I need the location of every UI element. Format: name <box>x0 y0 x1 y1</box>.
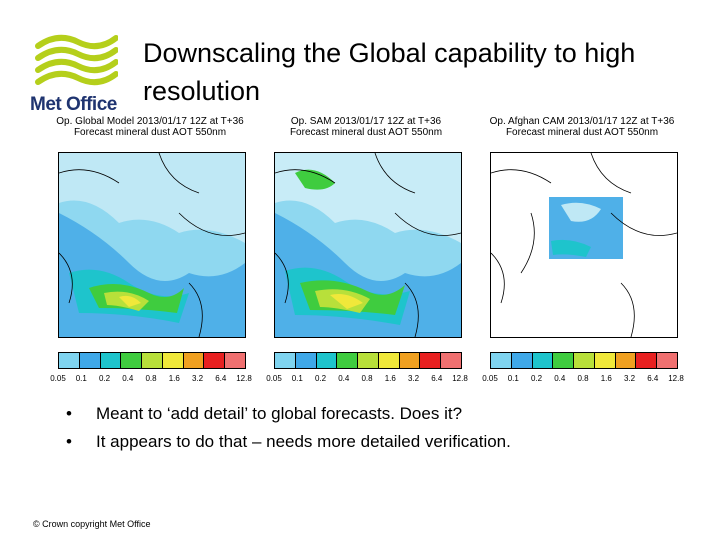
colorbar-swatch <box>337 353 359 368</box>
panel-title-line1: Op. SAM 2013/01/17 12Z at T+36 <box>290 116 442 127</box>
colorbar-swatch <box>100 353 122 368</box>
panel-title-line2: Forecast mineral dust AOT 550nm <box>73 127 227 138</box>
colorbar-swatch <box>636 353 658 368</box>
colorbar-swatch <box>162 353 184 368</box>
colorbar-swatch <box>657 353 678 368</box>
colorbar-label: 0.8 <box>577 374 589 383</box>
colorbar-label: 3.2 <box>623 374 636 383</box>
colorbar-label: 0.1 <box>507 374 519 383</box>
colorbar-label: 0.05 <box>50 374 66 383</box>
panel-title-line2: Forecast mineral dust AOT 550nm <box>289 127 443 138</box>
colorbar-label: 0.2 <box>314 374 327 383</box>
colorbar-swatch <box>615 353 637 368</box>
colorbar-swatch <box>378 353 400 368</box>
colorbar-swatch <box>532 353 554 368</box>
colorbar-label: 6.4 <box>431 374 443 383</box>
colorbar-label: 1.6 <box>600 374 612 383</box>
slide-title: Downscaling the Global capability to hig… <box>143 38 636 106</box>
bullet-item: • Meant to ‘add detail’ to global foreca… <box>66 400 706 428</box>
colorbar-swatch <box>358 353 379 368</box>
bullet-dot: • <box>66 432 72 451</box>
panel-title: Op. Afghan CAM 2013/01/17 12Z at T+36 Fo… <box>476 116 688 140</box>
colorbar-swatch <box>142 353 163 368</box>
bullet-dot: • <box>66 404 72 423</box>
colorbar-swatch <box>225 353 246 368</box>
dust-map-sam <box>274 152 462 338</box>
panel-title-line1: Op. Global Model 2013/01/17 12Z at T+36 <box>56 116 244 127</box>
colorbar-label: 0.4 <box>554 374 566 383</box>
colorbar-label: 0.05 <box>266 374 282 383</box>
panel-title: Op. Global Model 2013/01/17 12Z at T+36 … <box>44 116 256 140</box>
colorbar-swatch <box>295 353 317 368</box>
colorbar-1 <box>58 352 246 369</box>
colorbar-label: 12.8 <box>452 374 468 383</box>
colorbar-swatch <box>491 353 512 368</box>
bullet-text: It appears to do that – needs more detai… <box>96 432 511 451</box>
panel-afghan-cam: Op. Afghan CAM 2013/01/17 12Z at T+36 Fo… <box>476 116 688 140</box>
dust-map-afghan <box>490 152 678 338</box>
colorbar-label: 12.8 <box>236 374 252 383</box>
bullet-item: • It appears to do that – needs more det… <box>66 428 706 456</box>
panel-title: Op. SAM 2013/01/17 12Z at T+36 Forecast … <box>260 116 472 140</box>
colorbar-swatch <box>441 353 462 368</box>
colorbar-3 <box>490 352 678 369</box>
panel-sam: Op. SAM 2013/01/17 12Z at T+36 Forecast … <box>260 116 472 140</box>
colorbar-swatch <box>553 353 575 368</box>
colorbar-label: 0.8 <box>145 374 157 383</box>
colorbar-swatch <box>121 353 143 368</box>
colorbar-label: 0.1 <box>75 374 87 383</box>
colorbar-label: 3.2 <box>191 374 204 383</box>
met-office-logo: Met Office <box>30 30 122 116</box>
footer-copyright: © Crown copyright Met Office <box>33 519 151 529</box>
colorbar-labels-2: 0.05 0.1 0.2 0.4 0.8 1.6 3.2 6.4 12.8 <box>266 374 468 386</box>
colorbar-label: 0.1 <box>291 374 303 383</box>
colorbar-label: 12.8 <box>668 374 684 383</box>
colorbar-label: 6.4 <box>647 374 659 383</box>
colorbar-label: 0.4 <box>122 374 134 383</box>
panel-title-line2: Forecast mineral dust AOT 550nm <box>505 127 659 138</box>
colorbar-swatch <box>420 353 442 368</box>
colorbar-swatch <box>399 353 421 368</box>
logo-text: Met Office <box>30 94 117 115</box>
colorbar-label: 0.8 <box>361 374 373 383</box>
colorbar-label: 6.4 <box>215 374 227 383</box>
colorbar-swatch <box>204 353 226 368</box>
colorbar-2 <box>274 352 462 369</box>
colorbar-label: 1.6 <box>384 374 396 383</box>
colorbar-labels-1: 0.05 0.1 0.2 0.4 0.8 1.6 3.2 6.4 12.8 <box>50 374 252 386</box>
colorbar-label: 0.4 <box>338 374 350 383</box>
colorbar-label: 3.2 <box>407 374 420 383</box>
panel-title-line1: Op. Afghan CAM 2013/01/17 12Z at T+36 <box>489 116 675 127</box>
bullet-text: Meant to ‘add detail’ to global forecast… <box>96 404 463 423</box>
colorbar-label: 0.05 <box>482 374 498 383</box>
colorbar-label: 1.6 <box>168 374 180 383</box>
colorbar-swatch <box>574 353 595 368</box>
colorbar-swatch <box>79 353 101 368</box>
met-office-wave-logo-icon <box>35 34 118 86</box>
panel-global-model: Op. Global Model 2013/01/17 12Z at T+36 … <box>44 116 256 140</box>
colorbar-swatch <box>183 353 205 368</box>
colorbar-swatch <box>275 353 296 368</box>
colorbar-labels-3: 0.05 0.1 0.2 0.4 0.8 1.6 3.2 6.4 12.8 <box>482 374 684 386</box>
colorbar-label: 0.2 <box>530 374 543 383</box>
colorbar-swatch <box>594 353 616 368</box>
dust-map-global <box>58 152 246 338</box>
colorbar-label: 0.2 <box>98 374 111 383</box>
colorbar-swatch <box>316 353 338 368</box>
colorbar-swatch <box>59 353 80 368</box>
colorbar-swatch <box>511 353 533 368</box>
bullet-list: • Meant to ‘add detail’ to global foreca… <box>66 400 706 456</box>
